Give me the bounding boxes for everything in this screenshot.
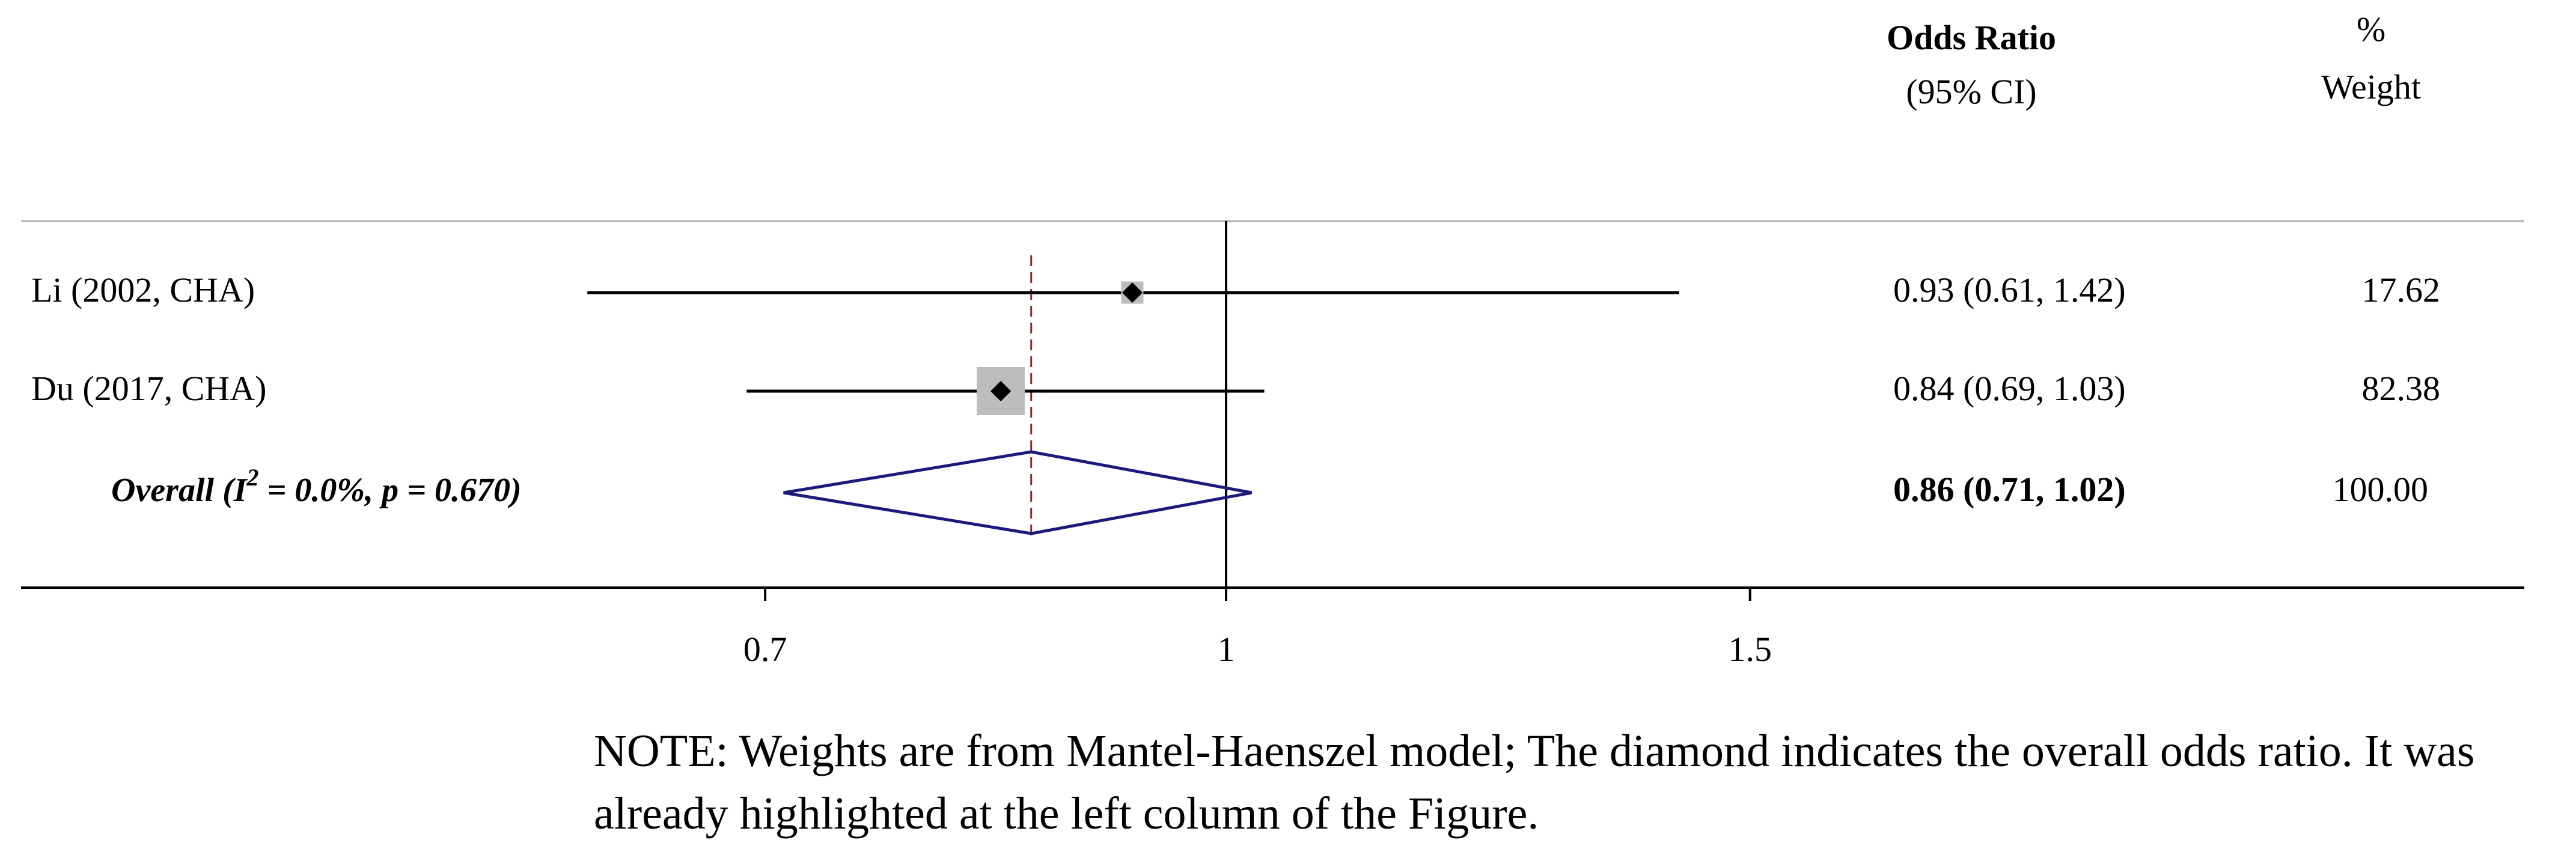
x-tick-label-0: 0.7 xyxy=(743,630,787,669)
chart-marks: 0.7 1 1.5 xyxy=(587,221,1772,669)
overall-weight: 100.00 xyxy=(2333,470,2429,509)
effect-header-title: Odds Ratio xyxy=(1887,18,2056,57)
x-tick-label-2: 1.5 xyxy=(1729,630,1772,669)
study-ci-li: 0.93 (0.61, 1.42) xyxy=(1893,270,2126,309)
point-estimate-0 xyxy=(1122,282,1143,303)
overall-label: Overall (I2 = 0.0%, p = 0.670) xyxy=(111,464,522,509)
figure-note: NOTE: Weights are from Mantel-Haenszel m… xyxy=(594,726,2475,839)
study-weight-li: 17.62 xyxy=(2362,270,2441,309)
forest-plot: Odds Ratio (95% CI) % Weight Li (2002, C… xyxy=(21,10,2524,669)
overall-label-suffix: = 0.0%, p = 0.670) xyxy=(259,472,522,509)
overall-label-sup: 2 xyxy=(246,464,259,491)
weight-header-title: % xyxy=(2357,10,2385,49)
weight-header-subtitle: Weight xyxy=(2321,67,2421,106)
effect-header-subtitle: (95% CI) xyxy=(1906,72,2036,111)
overall-ci: 0.86 (0.71, 1.02) xyxy=(1893,470,2126,509)
overall-diamond xyxy=(783,450,1253,535)
study-weight-du: 82.38 xyxy=(2362,369,2441,408)
study-label-li: Li (2002, CHA) xyxy=(31,270,255,309)
x-tick-label-1: 1 xyxy=(1218,630,1235,669)
point-estimate-1 xyxy=(990,381,1012,401)
overall-label-prefix: Overall (I xyxy=(111,472,248,509)
study-label-du: Du (2017, CHA) xyxy=(31,369,266,408)
study-ci-du: 0.84 (0.69, 1.03) xyxy=(1893,369,2126,408)
